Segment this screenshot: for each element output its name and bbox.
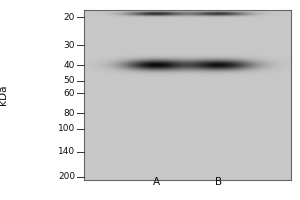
Text: 200: 200 [58,172,75,181]
Text: 30: 30 [64,41,75,50]
Text: 140: 140 [58,147,75,156]
Text: 80: 80 [64,109,75,118]
Text: 20: 20 [64,13,75,22]
Text: B: B [215,177,222,187]
Text: 100: 100 [58,124,75,133]
Text: 50: 50 [64,76,75,85]
Text: kDa: kDa [0,85,8,105]
Text: A: A [153,177,160,187]
Text: 40: 40 [64,61,75,70]
Text: 60: 60 [64,89,75,98]
